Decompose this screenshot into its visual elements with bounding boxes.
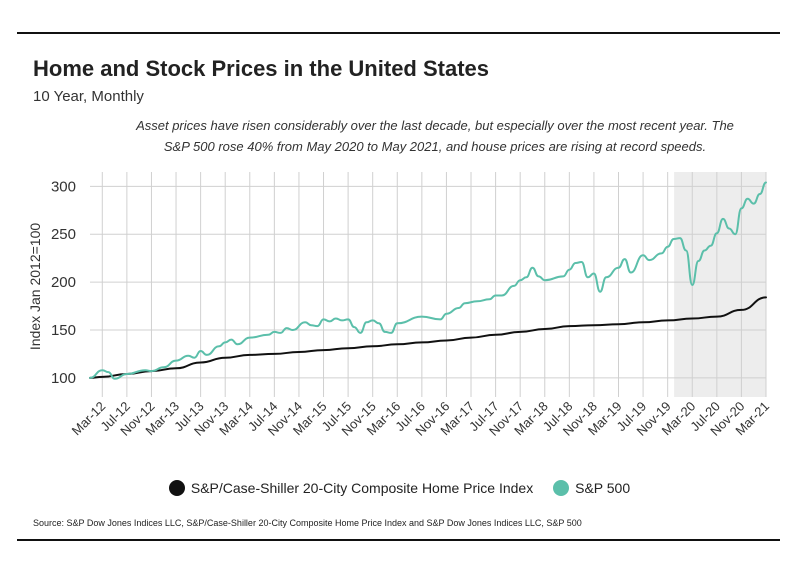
- y-tick-label: 150: [51, 322, 76, 339]
- chart-subtitle: 10 Year, Monthly: [33, 88, 144, 105]
- chart-title: Home and Stock Prices in the United Stat…: [33, 56, 490, 81]
- y-tick-label: 250: [51, 226, 76, 243]
- axis-layer: 100150200250300Mar-12Jul-12Nov-12Mar-13J…: [27, 178, 772, 438]
- highlight-band: [674, 172, 766, 397]
- series-line-sp500: [89, 181, 767, 380]
- grid-layer: [90, 172, 767, 397]
- highlight-layer: [674, 172, 766, 397]
- y-tick-label: 200: [51, 274, 76, 291]
- legend-label-sp500: S&P 500: [575, 480, 631, 496]
- legend-label-home: S&P/Case-Shiller 20-City Composite Home …: [190, 480, 534, 496]
- y-tick-label: 300: [51, 178, 76, 195]
- y-axis-label: Index Jan 2012=100: [27, 223, 43, 350]
- bottom-rule: [17, 539, 780, 541]
- legend: S&P/Case-Shiller 20-City Composite Home …: [0, 480, 799, 499]
- chart-annotation: Asset prices have risen considerably ove…: [136, 118, 734, 154]
- legend-item-sp500: S&P 500: [553, 480, 630, 496]
- series-line-home-price: [89, 296, 767, 379]
- source-note: Source: S&P Dow Jones Indices LLC, S&P/C…: [33, 518, 582, 528]
- series-layer: [89, 181, 767, 380]
- legend-item-home: S&P/Case-Shiller 20-City Composite Home …: [168, 480, 534, 496]
- legend-dot-home: [168, 480, 185, 496]
- legend-dot-sp500: [553, 480, 570, 496]
- y-tick-label: 100: [51, 370, 76, 387]
- top-rule: [17, 32, 780, 34]
